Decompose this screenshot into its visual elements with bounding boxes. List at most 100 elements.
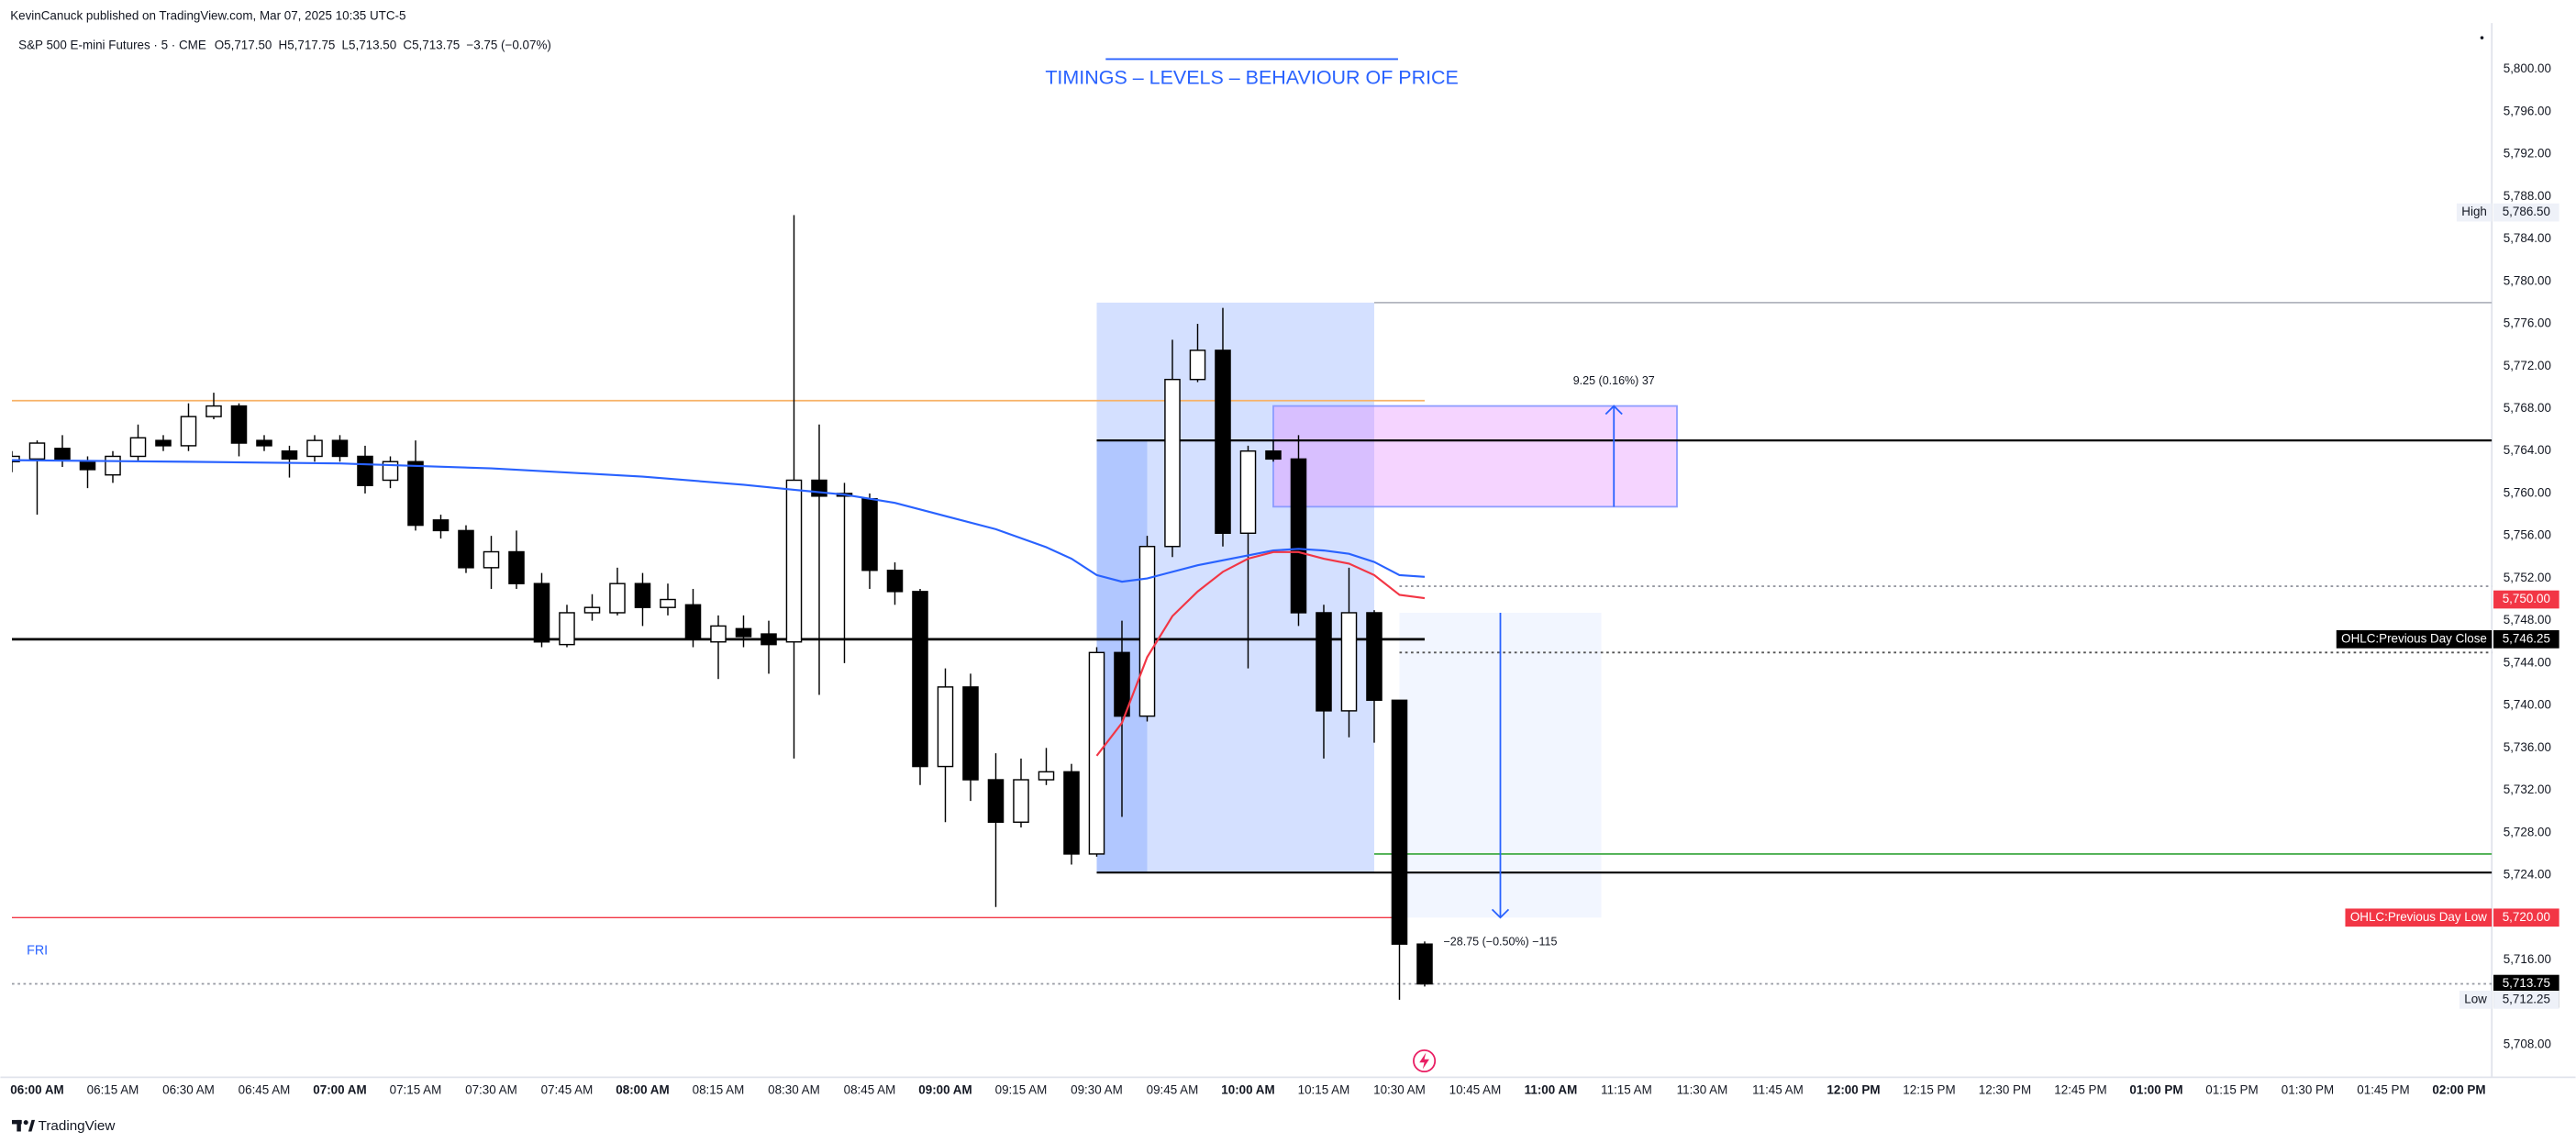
candle-body	[382, 461, 399, 482]
ohlc-change: −3.75 (−0.07%)	[466, 39, 550, 52]
price-label-box	[2493, 590, 2559, 609]
brand-logo	[11, 1119, 36, 1132]
candle-body	[155, 439, 172, 447]
x-tick-label: 09:15 AM	[995, 1082, 1048, 1096]
candle-body	[407, 461, 424, 527]
x-tick-label: 10:00 AM	[1221, 1082, 1274, 1096]
candle-body	[432, 519, 450, 532]
candle-body	[331, 439, 349, 458]
candle-body	[785, 479, 803, 643]
plot-area	[11, 215, 2493, 1000]
x-tick-label: 12:15 PM	[1903, 1082, 1955, 1096]
y-tick-label: 5,748.00	[2504, 613, 2551, 627]
y-tick-label: 5,724.00	[2504, 868, 2551, 882]
measure-arrowhead	[1604, 405, 1623, 416]
x-tick-label: 11:15 AM	[1601, 1082, 1652, 1096]
candle-body	[1391, 699, 1408, 945]
y-tick-label: 5,792.00	[2504, 147, 2551, 161]
candle-body	[912, 591, 928, 768]
y-tick-label: 5,736.00	[2504, 740, 2551, 754]
price-label-box	[2493, 908, 2559, 927]
candle-body	[710, 625, 727, 643]
alert-icon	[1413, 1049, 1437, 1073]
candle-body	[54, 448, 71, 461]
candle-body	[987, 779, 1005, 823]
candle-body	[962, 686, 979, 781]
y-tick-label: 5,708.00	[2504, 1038, 2551, 1051]
measure-label: 9.25 (0.16%) 37	[1573, 374, 1655, 387]
indicator-line	[1095, 550, 1426, 757]
x-tick-label: 11:30 AM	[1677, 1082, 1728, 1096]
symbol: S&P 500 E-mini Futures · 5 · CME	[18, 39, 206, 52]
candle-body	[559, 612, 575, 646]
candle-body	[861, 497, 878, 572]
y-tick-label: 5,772.00	[2504, 359, 2551, 372]
indicator-line	[11, 459, 1426, 583]
candle-body	[1340, 612, 1358, 712]
price-tag-box	[2345, 908, 2493, 927]
y-tick-label: 5,776.00	[2504, 316, 2551, 330]
candle-body	[180, 416, 197, 447]
price-label: 5,713.75	[2503, 976, 2550, 990]
x-tick-label: 01:30 PM	[2282, 1082, 2334, 1096]
session-label: FRI	[27, 943, 48, 958]
candle-body	[1189, 350, 1206, 381]
price-tag-box	[2336, 630, 2493, 649]
x-tick-label: 11:45 AM	[1752, 1082, 1804, 1096]
x-tick-label: 12:45 PM	[2054, 1082, 2106, 1096]
candle-body	[1138, 546, 1156, 717]
candle-body	[1215, 350, 1231, 534]
y-tick-label: 5,752.00	[2504, 571, 2551, 584]
chart-title: TIMINGS – LEVELS – BEHAVIOUR OF PRICE	[1045, 67, 1459, 89]
x-tick-label: 08:15 AM	[693, 1082, 745, 1096]
price-label-box	[2493, 630, 2559, 649]
x-tick-label: 10:30 AM	[1373, 1082, 1426, 1096]
candle-body	[583, 606, 601, 614]
y-tick-label: 5,744.00	[2504, 655, 2551, 669]
price-label: 5,750.00	[2503, 592, 2550, 605]
x-tick-label: 01:00 PM	[2129, 1082, 2182, 1096]
dot	[2480, 36, 2484, 39]
x-tick-label: 07:45 AM	[541, 1082, 594, 1096]
x-tick-label: 08:00 AM	[616, 1082, 669, 1096]
price-tag: Low	[2464, 992, 2487, 1005]
brand: TradingView	[39, 1118, 117, 1134]
candle-body	[1114, 651, 1130, 717]
price-tag: OHLC:Previous Day Low	[2350, 910, 2487, 924]
y-tick-label: 5,760.00	[2504, 485, 2551, 499]
y-tick-label: 5,788.00	[2504, 189, 2551, 203]
candle-body	[1013, 779, 1029, 823]
price-label: 5,786.50	[2503, 205, 2550, 218]
y-tick-label: 5,716.00	[2504, 952, 2551, 966]
x-tick-label: 02:00 PM	[2432, 1082, 2485, 1096]
candle-body	[1088, 651, 1105, 855]
price-label-box	[2493, 991, 2559, 1009]
price-label-box	[2493, 203, 2559, 222]
measure-label: −28.75 (−0.50%) −115	[1443, 935, 1557, 948]
candle-body	[508, 550, 525, 584]
candle-body	[761, 633, 777, 646]
price-tag-box	[2456, 203, 2493, 222]
price-label: 5,712.25	[2503, 992, 2550, 1005]
candle-body	[1164, 378, 1181, 548]
candle-body	[256, 439, 272, 447]
candle-body	[1239, 449, 1257, 534]
candle-body	[1290, 458, 1307, 614]
y-tick-label: 5,732.00	[2504, 782, 2551, 796]
x-tick-label: 01:45 PM	[2357, 1082, 2409, 1096]
ohlc-open: O5,717.50	[215, 39, 272, 52]
candle-body	[937, 686, 954, 768]
y-tick-label: 5,796.00	[2504, 104, 2551, 117]
x-tick-label: 06:15 AM	[87, 1082, 139, 1096]
candle-body	[1316, 612, 1332, 712]
x-tick-label: 09:45 AM	[1147, 1082, 1199, 1096]
candle-body	[1063, 771, 1080, 855]
candle-body	[1038, 771, 1055, 781]
candle-body	[11, 455, 20, 462]
candle-body	[205, 405, 222, 417]
ohlc-close: C5,713.75	[403, 39, 460, 52]
x-tick-label: 09:00 AM	[918, 1082, 972, 1096]
